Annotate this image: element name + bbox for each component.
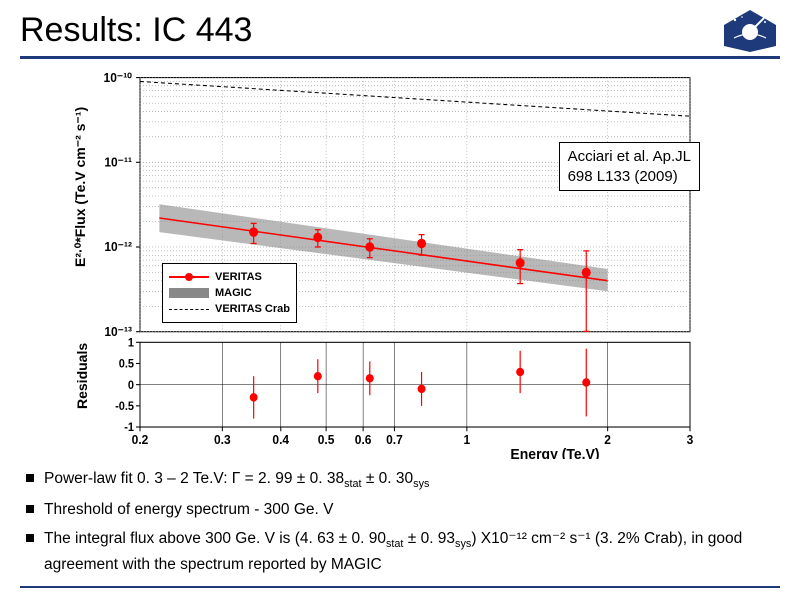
svg-text:3: 3 [687, 433, 694, 447]
title-row: Results: IC 443 [20, 8, 780, 59]
svg-text:1: 1 [128, 337, 134, 349]
legend-item: VERITAS Crab [169, 302, 290, 316]
bullet-item: The integral flux above 300 Ge. V is (4.… [26, 527, 774, 576]
legend-label: MAGIC [215, 287, 252, 299]
svg-text:0: 0 [128, 380, 134, 392]
svg-text:10⁻¹⁰: 10⁻¹⁰ [104, 71, 133, 85]
svg-text:0.2: 0.2 [132, 433, 149, 447]
legend-item: MAGIC [169, 286, 290, 300]
citation-line1: Acciari et al. Ap.JL [568, 147, 691, 167]
svg-text:0.3: 0.3 [214, 433, 231, 447]
bullet-item: Threshold of energy spectrum - 300 Ge. V [26, 498, 774, 521]
legend-box: VERITAS MAGIC VERITAS Crab [162, 263, 297, 323]
svg-text:0.5: 0.5 [318, 433, 335, 447]
svg-text:-0.5: -0.5 [115, 401, 134, 413]
footer-divider [20, 586, 780, 588]
svg-text:2: 2 [604, 433, 611, 447]
svg-text:0.5: 0.5 [119, 358, 134, 370]
svg-text:10⁻¹²: 10⁻¹² [104, 240, 132, 254]
svg-text:Energy (Te.V): Energy (Te.V) [510, 446, 599, 458]
veritas-logo-icon [720, 8, 780, 52]
citation-box: Acciari et al. Ap.JL 698 L133 (2009) [559, 142, 700, 191]
citation-line2: 698 L133 (2009) [568, 167, 691, 187]
svg-text:0.7: 0.7 [386, 433, 403, 447]
legend-label: VERITAS [215, 271, 262, 283]
bullet-list: Power-law fit 0. 3 – 2 Te.V: Γ = 2. 99 ±… [20, 467, 780, 582]
svg-text:1: 1 [464, 433, 471, 447]
bullet-item: Power-law fit 0. 3 – 2 Te.V: Γ = 2. 99 ±… [26, 467, 774, 492]
svg-text:0.4: 0.4 [272, 433, 289, 447]
chart-area: E²·⁰*Flux (Te.V cm⁻² s⁻¹) Residuals 10⁻¹… [80, 67, 720, 459]
svg-text:10⁻¹¹: 10⁻¹¹ [104, 155, 132, 169]
slide-title: Results: IC 443 [20, 11, 252, 50]
legend-item: VERITAS [169, 270, 290, 284]
legend-label: VERITAS Crab [215, 303, 290, 315]
svg-text:0.6: 0.6 [355, 433, 372, 447]
